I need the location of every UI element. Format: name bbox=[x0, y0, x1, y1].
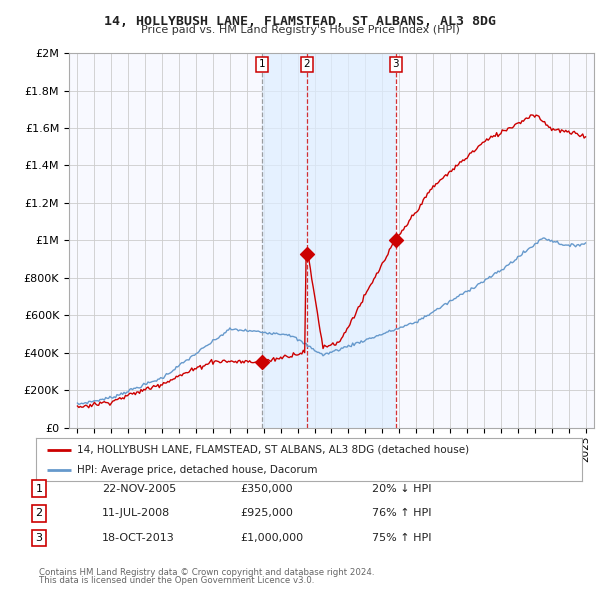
Bar bbox=[262, 53, 396, 428]
Text: £350,000: £350,000 bbox=[240, 484, 293, 493]
Text: HPI: Average price, detached house, Dacorum: HPI: Average price, detached house, Daco… bbox=[77, 465, 317, 475]
Point bbox=[391, 236, 401, 245]
Text: 75% ↑ HPI: 75% ↑ HPI bbox=[372, 533, 431, 543]
Text: 1: 1 bbox=[35, 484, 43, 493]
Text: 2: 2 bbox=[35, 509, 43, 518]
Text: Price paid vs. HM Land Registry's House Price Index (HPI): Price paid vs. HM Land Registry's House … bbox=[140, 25, 460, 35]
Text: 11-JUL-2008: 11-JUL-2008 bbox=[102, 509, 170, 518]
Text: £1,000,000: £1,000,000 bbox=[240, 533, 303, 543]
Text: 20% ↓ HPI: 20% ↓ HPI bbox=[372, 484, 431, 493]
Text: 22-NOV-2005: 22-NOV-2005 bbox=[102, 484, 176, 493]
Text: £925,000: £925,000 bbox=[240, 509, 293, 518]
Text: Contains HM Land Registry data © Crown copyright and database right 2024.: Contains HM Land Registry data © Crown c… bbox=[39, 568, 374, 577]
Text: 14, HOLLYBUSH LANE, FLAMSTEAD, ST ALBANS, AL3 8DG (detached house): 14, HOLLYBUSH LANE, FLAMSTEAD, ST ALBANS… bbox=[77, 445, 469, 455]
Text: 14, HOLLYBUSH LANE, FLAMSTEAD, ST ALBANS, AL3 8DG: 14, HOLLYBUSH LANE, FLAMSTEAD, ST ALBANS… bbox=[104, 15, 496, 28]
Point bbox=[257, 358, 267, 367]
Text: 3: 3 bbox=[392, 60, 399, 70]
Text: 1: 1 bbox=[259, 60, 265, 70]
Text: 3: 3 bbox=[35, 533, 43, 543]
Text: 76% ↑ HPI: 76% ↑ HPI bbox=[372, 509, 431, 518]
Text: 2: 2 bbox=[303, 60, 310, 70]
Text: This data is licensed under the Open Government Licence v3.0.: This data is licensed under the Open Gov… bbox=[39, 576, 314, 585]
Point bbox=[302, 250, 311, 259]
Text: 18-OCT-2013: 18-OCT-2013 bbox=[102, 533, 175, 543]
